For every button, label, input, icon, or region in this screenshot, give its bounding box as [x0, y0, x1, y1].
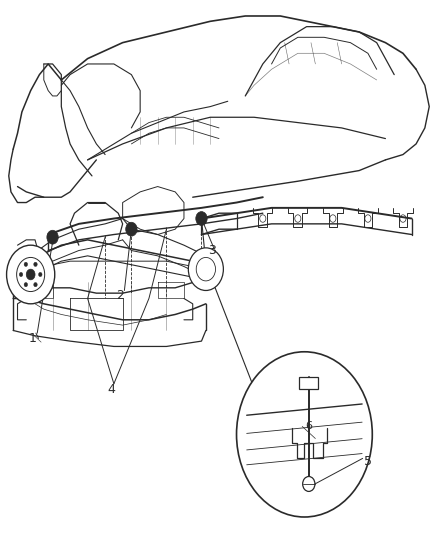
Circle shape	[47, 230, 58, 244]
Circle shape	[34, 282, 37, 287]
Circle shape	[34, 262, 37, 266]
Text: 6: 6	[305, 422, 312, 431]
Circle shape	[26, 269, 35, 280]
Circle shape	[196, 212, 207, 225]
Text: 5: 5	[364, 455, 372, 467]
Circle shape	[24, 282, 28, 287]
Text: 4: 4	[108, 383, 116, 395]
Text: 2: 2	[117, 289, 124, 302]
Circle shape	[237, 352, 372, 517]
Circle shape	[24, 262, 28, 266]
Text: 3: 3	[208, 244, 216, 257]
Circle shape	[303, 477, 315, 491]
Circle shape	[188, 248, 223, 290]
Circle shape	[7, 245, 55, 304]
Circle shape	[126, 222, 137, 236]
Circle shape	[19, 272, 23, 277]
FancyBboxPatch shape	[299, 376, 318, 389]
Circle shape	[39, 272, 42, 277]
Text: 1: 1	[29, 332, 37, 345]
